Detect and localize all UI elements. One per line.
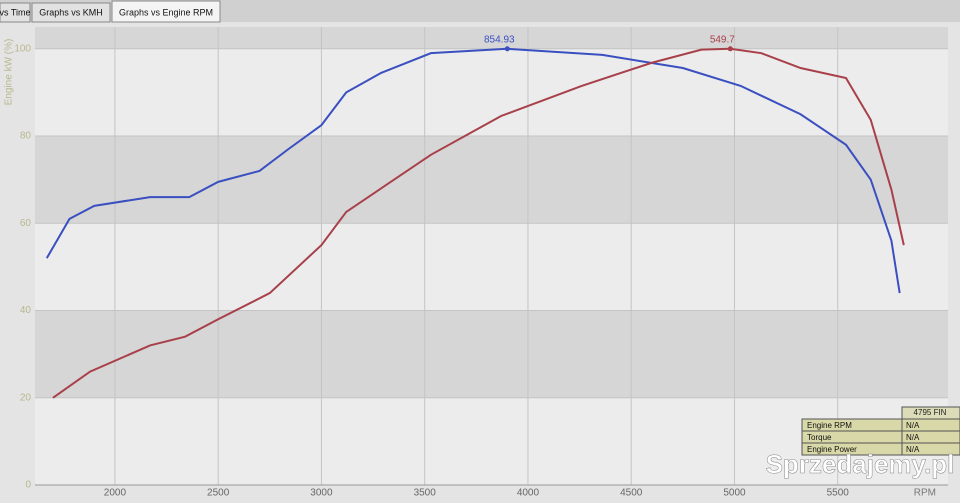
x-tick-label: 4000 — [517, 488, 540, 499]
annotation: 854.93 — [484, 34, 515, 45]
band — [35, 27, 948, 49]
panel-key: Torque — [807, 433, 832, 442]
plot-area — [35, 27, 948, 485]
series-line — [52, 47, 905, 399]
y-axis-label: Engine kW (%) — [4, 39, 15, 106]
band — [35, 136, 948, 224]
watermark: Sprzedajemy.pl — [766, 449, 955, 479]
panel-key: Engine Power — [807, 445, 857, 454]
y-tick-label: 20 — [20, 392, 32, 403]
tab[interactable] — [111, 0, 221, 23]
band — [35, 310, 948, 398]
tab[interactable] — [31, 2, 111, 23]
y-tick-label: 100 — [14, 43, 31, 54]
tabs: vs Time Graphs vs KMH Graphs vs Engine RPM — [0, 0, 221, 23]
tab-label[interactable]: Graphs vs KMH — [39, 7, 103, 17]
peak-marker — [504, 46, 510, 52]
tab-label[interactable]: vs Time — [0, 7, 31, 17]
series-line — [45, 47, 901, 294]
x-tick-label: 2500 — [207, 488, 230, 499]
panel-row-bg — [801, 442, 960, 456]
x-axis-label: RPM — [914, 488, 936, 499]
tab[interactable] — [0, 2, 31, 23]
y-tick-label: 80 — [20, 131, 32, 142]
y-tick-label: 0 — [25, 480, 31, 491]
panel-key: Engine RPM — [807, 421, 852, 430]
x-tick-label: 3500 — [414, 488, 437, 499]
panel-value: N/A — [906, 421, 920, 430]
tab-bar — [0, 0, 960, 22]
y-tick-label: 40 — [20, 305, 32, 316]
annotation: 549.7 — [710, 34, 735, 45]
panel-value: N/A — [906, 445, 920, 454]
panel-value: N/A — [906, 433, 920, 442]
info-panel: 4795 FIN Engine RPM N/A Torque N/A Engine Pow… — [801, 406, 960, 456]
x-tick-label: 2000 — [104, 488, 127, 499]
x-tick-label: 3000 — [310, 488, 333, 499]
panel-header: 4795 FIN — [914, 408, 947, 417]
x-tick-label: 4500 — [620, 488, 643, 499]
x-tick-label: 5500 — [827, 488, 850, 499]
tab-label[interactable]: Graphs vs Engine RPM — [119, 7, 213, 17]
x-tick-label: 5000 — [723, 488, 746, 499]
peak-marker — [727, 46, 733, 52]
y-tick-label: 60 — [20, 218, 32, 229]
plot: 0 20 40 60 80 100 2000 2500 3000 3500 4000 4500 5000… — [4, 27, 948, 499]
